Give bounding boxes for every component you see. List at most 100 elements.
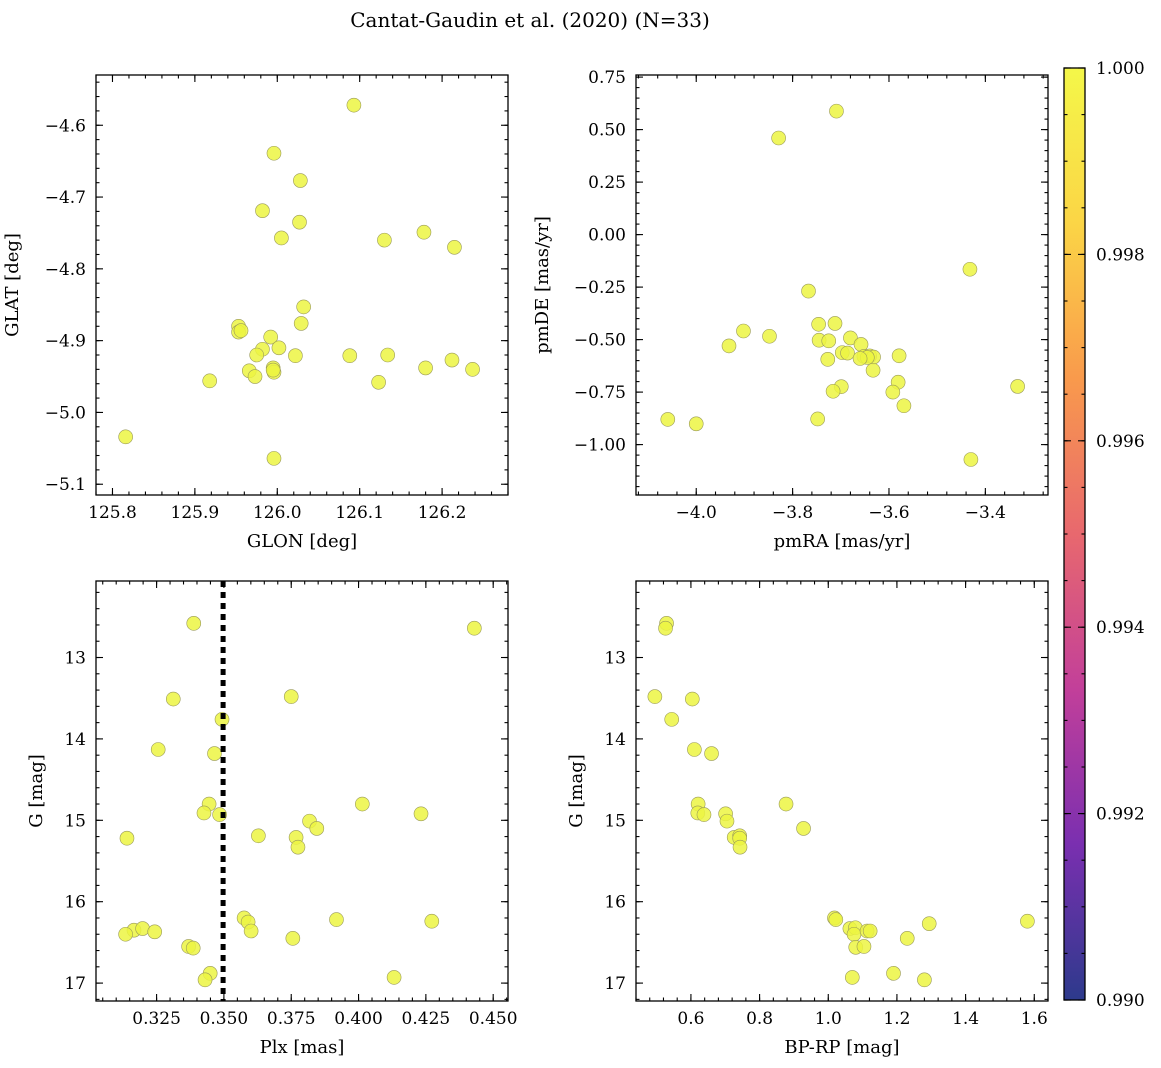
y-tick-label: 17	[64, 974, 86, 994]
data-point	[202, 373, 218, 389]
data-point	[762, 328, 777, 344]
x-tick-label: 1.0	[815, 1009, 842, 1029]
data-point	[885, 384, 901, 400]
data-point	[1010, 379, 1025, 394]
data-point	[118, 926, 133, 942]
data-point	[917, 972, 932, 988]
panel-glon-glat: 125.8 125.9 126.0 126.1 126.2 −5.1 −5.0 −4.9 −4.…	[2, 74, 509, 552]
y-tick-label: 16	[604, 893, 626, 913]
data-point	[243, 923, 259, 939]
x-tick-label: 125.9	[171, 503, 220, 523]
y-tick-label: −4.9	[45, 332, 86, 352]
y-tick-label: 13	[64, 649, 86, 669]
colorbar-tick-label: 0.992	[1096, 805, 1145, 825]
data-point	[251, 828, 266, 844]
y-axis-label: G [mag]	[26, 754, 47, 827]
data-point	[371, 374, 386, 390]
data-point	[896, 398, 912, 414]
x-axis-label: Plx [mas]	[260, 1037, 345, 1058]
y-tick-label: −4.7	[45, 188, 86, 208]
y-tick-label: 0.25	[588, 173, 626, 193]
colorbar-gradient	[1064, 68, 1085, 1000]
data-point	[292, 214, 307, 230]
data-point	[829, 103, 844, 119]
figure-title: Cantat-Gaudin et al. (2020) (N=33)	[350, 8, 710, 32]
data-point	[921, 916, 937, 931]
x-axis-label: BP-RP [mag]	[784, 1037, 899, 1058]
data-point	[271, 340, 287, 356]
y-tick-label: −4.6	[45, 116, 86, 136]
axes-frame	[95, 74, 509, 496]
colorbar-tick-label: 0.998	[1096, 245, 1145, 265]
x-tick-label: 0.325	[132, 1009, 181, 1029]
x-tick-label: 0.425	[402, 1009, 451, 1029]
data-point	[778, 796, 794, 812]
data-point	[688, 416, 704, 432]
data-point	[732, 839, 748, 855]
data-point	[413, 806, 429, 822]
y-tick-label: 0.00	[588, 226, 626, 246]
data-point	[1020, 913, 1035, 929]
data-point	[266, 451, 282, 466]
y-tick-label: 17	[604, 974, 626, 994]
data-point	[293, 173, 308, 188]
data-point	[233, 323, 249, 338]
data-point	[197, 972, 213, 988]
data-point	[736, 323, 751, 339]
data-point	[147, 924, 162, 940]
colorbar-tick-label: 0.996	[1096, 432, 1145, 452]
data-point	[296, 299, 311, 315]
data-point	[685, 691, 700, 707]
data-point	[899, 931, 915, 946]
data-point	[212, 807, 227, 822]
data-point	[185, 940, 201, 956]
data-point	[821, 333, 837, 349]
data-point	[467, 620, 482, 636]
data-point	[687, 742, 702, 757]
data-point	[309, 821, 325, 836]
data-point	[447, 240, 462, 255]
data-point	[196, 805, 212, 821]
data-point	[801, 283, 816, 299]
x-tick-label: 1.2	[883, 1009, 910, 1029]
y-tick-label: −4.8	[45, 260, 86, 280]
data-point	[846, 926, 862, 942]
data-point	[828, 912, 844, 927]
data-point	[119, 830, 135, 846]
y-tick-label: 14	[604, 730, 626, 750]
panel-bprp-g: 0.6 0.8 1.0 1.2 1.4 1.6 13 14 15 16 17 BP-RP [mag] G…	[566, 580, 1049, 1058]
data-point	[664, 712, 680, 727]
x-tick-label: 0.375	[267, 1009, 316, 1029]
x-tick-label: −4.0	[676, 503, 717, 523]
x-tick-label: 126.1	[335, 503, 384, 523]
axes-frame	[635, 580, 1049, 1002]
data-point	[247, 369, 263, 384]
y-tick-label: −0.25	[574, 278, 626, 298]
y-axis-label: GLAT [deg]	[2, 233, 23, 337]
data-point	[186, 616, 202, 631]
x-tick-label: 0.8	[746, 1009, 773, 1029]
data-point	[444, 352, 460, 368]
x-tick-label: 126.2	[418, 503, 467, 523]
axes-frame	[635, 74, 1049, 496]
data-point	[856, 939, 872, 954]
data-point	[288, 348, 303, 364]
data-point	[285, 931, 301, 946]
data-point	[263, 329, 278, 345]
x-tick-label: 0.350	[200, 1009, 249, 1029]
colorbar-tick-label: 0.990	[1096, 991, 1145, 1011]
data-point	[207, 746, 222, 761]
data-point	[380, 347, 396, 363]
data-point	[346, 97, 362, 113]
data-point	[274, 230, 289, 246]
data-point	[660, 412, 676, 427]
panel-pmra-pmde: −4.0 −3.8 −3.6 −3.4 −1.00 −0.75 −0.50 −0.25 0.00…	[532, 68, 1049, 552]
data-point	[265, 362, 281, 378]
data-point	[255, 203, 270, 218]
data-point	[150, 742, 166, 757]
y-tick-label: 15	[604, 811, 626, 831]
data-point	[825, 383, 841, 399]
x-tick-label: 0.450	[469, 1009, 518, 1029]
colorbar-tick-label: 1.000	[1096, 59, 1145, 79]
